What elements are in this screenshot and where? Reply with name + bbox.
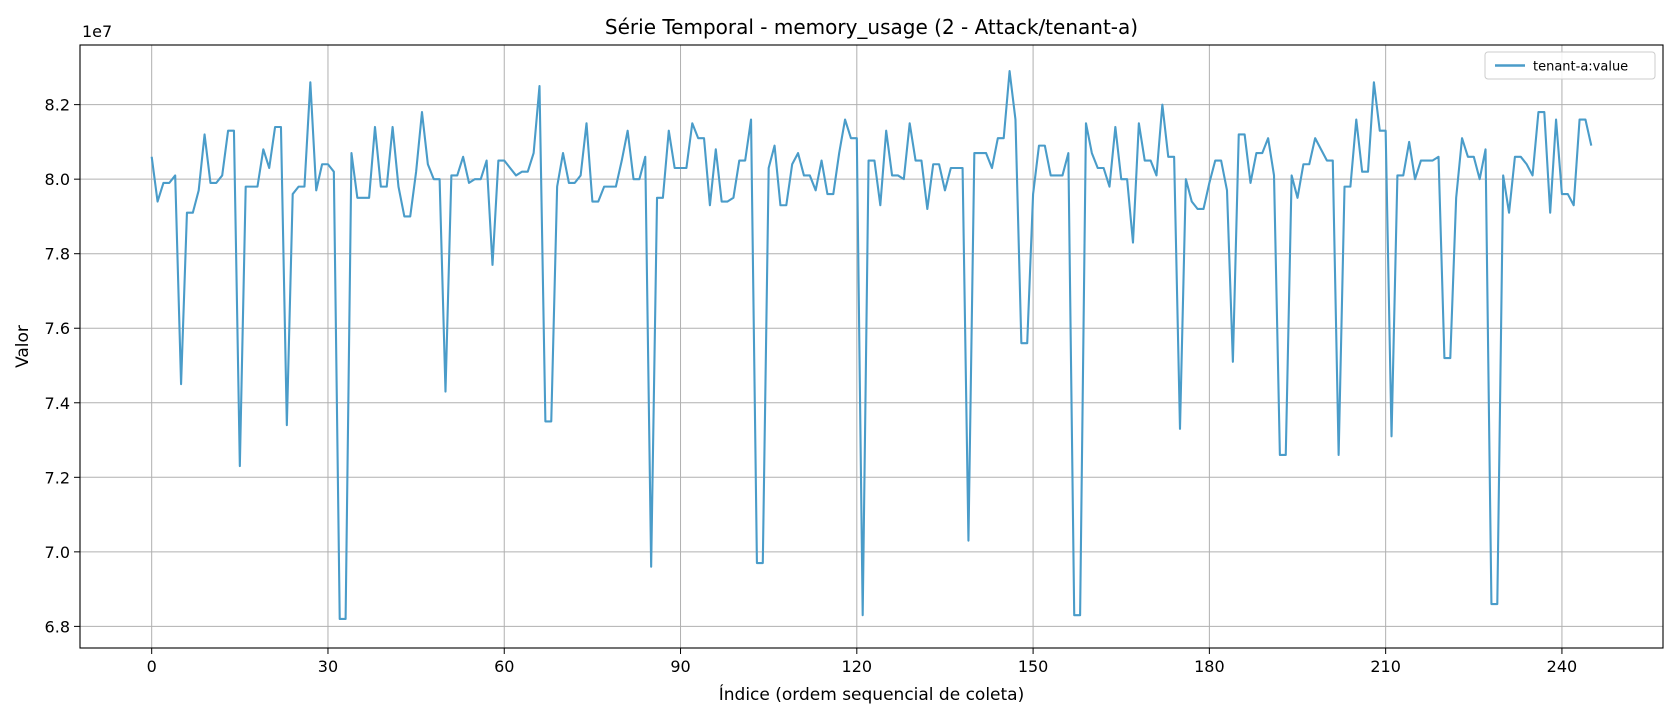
legend-label: tenant-a:value	[1533, 60, 1628, 75]
grid	[80, 45, 1663, 648]
x-axis-title: Índice (ordem sequencial de coleta)	[719, 683, 1024, 705]
y-tick-label: 7.8	[45, 245, 70, 264]
y-offset-label: 1e7	[82, 22, 112, 41]
x-tick-label: 60	[494, 657, 514, 676]
series-line	[150, 70, 1593, 620]
x-tick-label: 30	[318, 657, 338, 676]
chart-title: Série Temporal - memory_usage (2 - Attac…	[605, 15, 1138, 39]
x-tick-label: 90	[670, 657, 690, 676]
y-tick-label: 8.0	[45, 170, 70, 189]
y-axis-title: Valor	[13, 325, 33, 368]
y-tick-label: 7.2	[45, 468, 70, 487]
x-tick-label: 150	[1018, 657, 1049, 676]
series-layer	[150, 70, 1593, 620]
y-tick-label: 7.0	[45, 543, 70, 562]
plot-frame	[79, 44, 1664, 649]
x-tick-label: 210	[1370, 657, 1401, 676]
legend: tenant-a:value	[1484, 51, 1656, 80]
x-tick-label: 0	[147, 657, 157, 676]
y-tick-label: 6.8	[45, 617, 70, 636]
x-tick-label: 180	[1194, 657, 1225, 676]
legend-box	[1484, 51, 1656, 80]
x-tick-label: 240	[1547, 657, 1578, 676]
x-axis: 0 30 60 90 120 150 180 210 240	[147, 648, 1578, 676]
y-tick-label: 8.2	[45, 96, 70, 115]
x-tick-label: 120	[842, 657, 873, 676]
y-tick-label: 7.6	[45, 319, 70, 338]
y-axis: 6.8 7.0 7.2 7.4 7.6 7.8 8.0 8.2	[45, 96, 80, 636]
y-tick-label: 7.4	[45, 394, 70, 413]
